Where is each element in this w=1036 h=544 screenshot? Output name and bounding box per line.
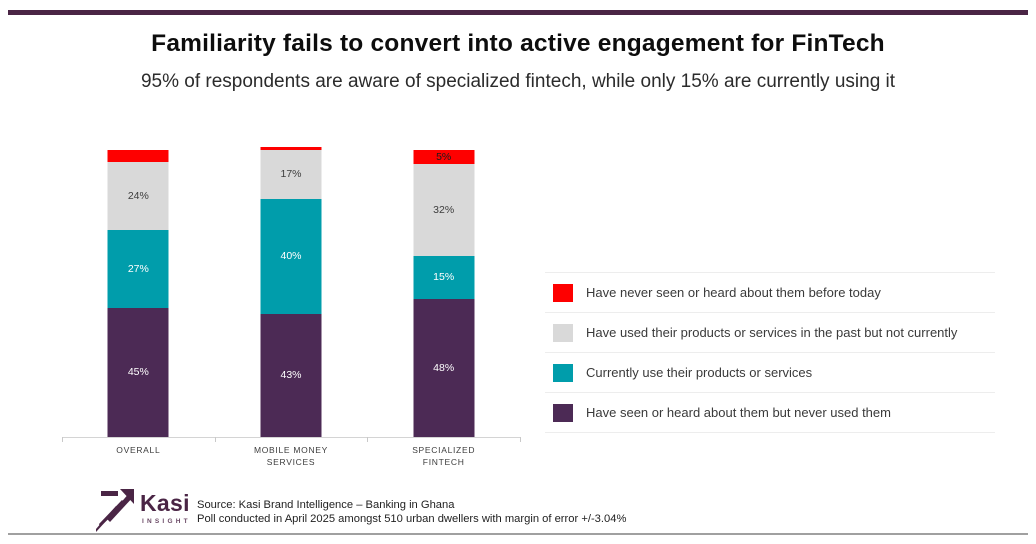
- bar-segment: 43%: [260, 313, 322, 437]
- bar-segment: 15%: [413, 256, 475, 300]
- bar-segment: 5%: [413, 150, 475, 165]
- legend-item: Have never seen or heard about them befo…: [545, 272, 995, 312]
- bar-segment: 27%: [107, 230, 169, 308]
- chart-legend: Have never seen or heard about them befo…: [545, 272, 995, 433]
- bar-value-label: 32%: [433, 204, 455, 217]
- bar-value-label: 43%: [280, 369, 302, 382]
- legend-item: Have seen or heard about them but never …: [545, 392, 995, 433]
- kasi-logo-wordmark: Kasi: [140, 490, 190, 516]
- legend-label: Have never seen or heard about them befo…: [586, 285, 881, 300]
- category-label: OVERALL: [116, 445, 161, 455]
- legend-swatch: [553, 363, 573, 382]
- bar-value-label: 24%: [127, 189, 149, 202]
- bar-stack: 45% 27% 24%: [107, 150, 169, 437]
- legend-item: Have used their products or services in …: [545, 312, 995, 352]
- bar-segment: 24%: [107, 161, 169, 231]
- bar-value-label: 48%: [433, 361, 455, 374]
- legend-swatch: [553, 323, 573, 342]
- top-accent-rule: [8, 10, 1028, 15]
- source-note: Source: Kasi Brand Intelligence – Bankin…: [197, 498, 626, 526]
- axis-tick: [520, 437, 521, 442]
- bar-segment: 17%: [260, 150, 322, 199]
- source-line-1: Source: Kasi Brand Intelligence – Bankin…: [197, 499, 455, 511]
- chart-plot-area: 45% 27% 24% 43% 40% 17% 48% 15% 32% 5%: [62, 147, 521, 442]
- bar-segment: [260, 147, 322, 151]
- page-title: Familiarity fails to convert into active…: [151, 30, 885, 57]
- x-axis-labels: OVERALL MOBILE MONEY SERVICES SPECIALIZE…: [62, 444, 520, 469]
- bar-value-label: 5%: [436, 150, 452, 163]
- bar-segment: 40%: [260, 198, 322, 314]
- bar-segment: 45%: [107, 307, 169, 437]
- source-line-2: Poll conducted in April 2025 amongst 510…: [197, 513, 627, 525]
- axis-tick: [214, 437, 216, 442]
- bar-value-label: 17%: [280, 168, 302, 181]
- bar-value-label: 15%: [433, 271, 455, 284]
- page-subtitle: 95% of respondents are aware of speciali…: [140, 71, 896, 92]
- legend-label: Currently use their products or services: [586, 365, 813, 380]
- bar-value-label: 27%: [127, 262, 149, 275]
- bar-stack: 43% 40% 17%: [260, 147, 322, 437]
- legend-label: Have used their products or services in …: [586, 325, 958, 340]
- legend-item: Currently use their products or services: [545, 352, 995, 392]
- category-label: SPECIALIZED FINTECH: [412, 445, 476, 468]
- legend-label: Have seen or heard about them but never …: [586, 405, 891, 420]
- bar-segment: 32%: [413, 164, 475, 257]
- bar-column: 43% 40% 17%: [215, 147, 368, 437]
- bar-segment: 48%: [413, 299, 475, 437]
- bar-value-label: 45%: [127, 366, 149, 379]
- bar-segment: [107, 150, 169, 162]
- axis-tick: [367, 437, 369, 442]
- bar-value-label: 40%: [280, 249, 302, 262]
- kasi-logo-icon: [96, 489, 134, 532]
- bottom-rule: [8, 533, 1028, 535]
- axis-tick: [62, 437, 63, 442]
- bar-stack: 48% 15% 32% 5%: [413, 150, 475, 437]
- legend-swatch: [553, 283, 573, 302]
- legend-swatch: [553, 403, 573, 422]
- kasi-logo-subtext: INSIGHT: [142, 518, 191, 525]
- category-label: MOBILE MONEY SERVICES: [253, 445, 329, 468]
- bar-column: 48% 15% 32% 5%: [367, 150, 520, 437]
- bar-column: 45% 27% 24%: [62, 150, 215, 437]
